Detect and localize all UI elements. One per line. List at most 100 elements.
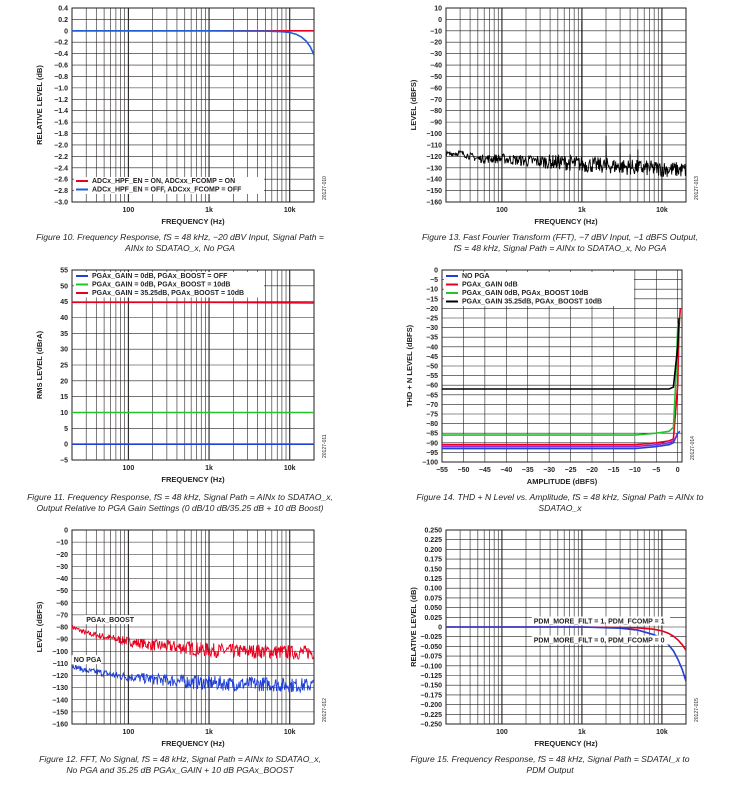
figure-12-caption-line2: No PGA and 35.25 dB PGAx_GAIN + 10 dB PG… bbox=[66, 765, 294, 775]
fig15-y-tick-label: −0.175 bbox=[420, 692, 442, 699]
fig15-y-tick-label: −0.200 bbox=[420, 702, 442, 709]
fig15-y-tick-label: −0.250 bbox=[420, 722, 442, 729]
fig11-x-tick-label: 10k bbox=[284, 465, 296, 472]
fig12-y-tick-label: −160 bbox=[52, 722, 68, 729]
fig15-y-tick-label: 0.075 bbox=[424, 595, 442, 602]
fig10-y-tick-label: −3.0 bbox=[54, 200, 68, 207]
fig14-x-tick-label: −50 bbox=[457, 467, 469, 474]
fig12-annotation-text: PGAx_BOOST bbox=[86, 617, 135, 624]
fig14-x-tick-label: −35 bbox=[522, 467, 534, 474]
fig11-y-tick-label: 20 bbox=[60, 378, 68, 385]
fig13-plot-area bbox=[445, 7, 687, 203]
fig12-series-0-line bbox=[72, 625, 314, 660]
fig10-y-tick-label: −2.0 bbox=[54, 142, 68, 149]
fig10-y-tick-label: −0.8 bbox=[54, 74, 68, 81]
fig10-legend-label: ADCx_HPF_EN = OFF, ADCxx_FCOMP = OFF bbox=[92, 187, 242, 194]
figure-11-caption-line2: Output Relative to PGA Gain Settings (0 … bbox=[36, 503, 324, 513]
fig14-figure-code: 20127-014 bbox=[690, 436, 696, 460]
fig13-y-tick-label: 0 bbox=[438, 17, 442, 24]
fig12-y-tick-label: −10 bbox=[56, 540, 68, 547]
fig10-y-tick-label: −0.2 bbox=[54, 40, 68, 47]
fig13-y-tick-label: −70 bbox=[430, 97, 442, 104]
fig10-y-tick-label: 0.2 bbox=[58, 17, 68, 24]
fig14-y-tick-label: −55 bbox=[426, 373, 438, 380]
fig12-y-tick-label: −60 bbox=[56, 600, 68, 607]
fig12-annotation-bg bbox=[71, 655, 101, 665]
figure-11-caption: Figure 11. Frequency Response, fS = 48 k… bbox=[10, 492, 350, 514]
fig14-x-tick-label: −40 bbox=[500, 467, 512, 474]
fig14-legend-bg bbox=[444, 289, 634, 298]
fig14-x-tick-label: −15 bbox=[607, 467, 619, 474]
fig14-y-tick-label: −90 bbox=[426, 440, 438, 447]
fig10-y-tick-label: −0.6 bbox=[54, 63, 68, 70]
fig14-legend-bg bbox=[444, 297, 634, 306]
fig13-y-tick-label: −20 bbox=[430, 40, 442, 47]
fig12-x-tick-label: 1k bbox=[205, 729, 213, 736]
fig15-y-tick-label: 0.050 bbox=[424, 605, 442, 612]
fig10-y-tick-label: −1.6 bbox=[54, 120, 68, 127]
fig15-figure-code: 20127-015 bbox=[694, 698, 700, 722]
fig11-y-tick-label: 55 bbox=[60, 268, 68, 275]
fig15-annotation-bg bbox=[531, 635, 671, 645]
fig13-x-tick-label: 1k bbox=[578, 207, 586, 214]
fig15-y-tick-label: 0.025 bbox=[424, 615, 442, 622]
fig11-legend-bg bbox=[74, 289, 264, 298]
fig13-x-axis-label: FREQUENCY (Hz) bbox=[534, 217, 598, 226]
fig14-y-tick-label: 0 bbox=[434, 268, 438, 275]
fig11-legend-bg bbox=[74, 272, 264, 281]
fig12-y-tick-label: −40 bbox=[56, 576, 68, 583]
fig12-x-tick-label: 100 bbox=[123, 729, 135, 736]
fig14-x-axis-label: AMPLITUDE (dBFS) bbox=[527, 477, 598, 486]
fig11-y-tick-label: −5 bbox=[60, 458, 68, 465]
fig12-y-tick-label: 0 bbox=[64, 528, 68, 535]
figure-10-chart: 0.4 0.2 0 −0.2 −0.4 −0.6 −0.8 −1.0 −1.2 −1.4 −1.6 −… bbox=[35, 6, 328, 227]
fig15-annotation-bg bbox=[531, 616, 671, 626]
fig11-y-tick-label: 50 bbox=[60, 283, 68, 290]
fig14-y-tick-label: −65 bbox=[426, 392, 438, 399]
fig14-series-1-line bbox=[442, 308, 682, 446]
figure-14-caption-line1: Figure 14. THD + N Level vs. Amplitude, … bbox=[416, 492, 704, 502]
fig12-y-tick-label: −70 bbox=[56, 612, 68, 619]
figure-14-panel: 0 −5 −10 −15 −20 −25 −30 −35 −40 −45 −50 −55 −60 −65−… bbox=[380, 262, 720, 490]
fig14-y-tick-label: −45 bbox=[426, 354, 438, 361]
figure-13-caption-line1: Figure 13. Fast Fourier Transform (FFT),… bbox=[422, 232, 698, 242]
fig15-x-axis-label: FREQUENCY (Hz) bbox=[534, 739, 598, 748]
fig13-x-tick-label: 10k bbox=[656, 207, 668, 214]
fig12-y-tick-label: −130 bbox=[52, 685, 68, 692]
fig15-y-tick-label: 0.200 bbox=[424, 547, 442, 554]
fig12-y-tick-label: −120 bbox=[52, 673, 68, 680]
fig13-y-tick-label: −120 bbox=[426, 154, 442, 161]
fig14-series-4-line bbox=[442, 434, 679, 448]
fig14-legend-label: PGAx_GAIN 35.25dB, PGAx_BOOST 10dB bbox=[462, 299, 602, 306]
fig12-y-axis-label: LEVEL (dBFS) bbox=[35, 601, 44, 652]
fig14-legend-bg bbox=[444, 280, 634, 289]
fig13-y-tick-label: −140 bbox=[426, 177, 442, 184]
fig14-y-tick-label: −35 bbox=[426, 335, 438, 342]
fig11-x-axis-label: FREQUENCY (Hz) bbox=[161, 475, 225, 484]
figure-15-caption-line2: PDM Output bbox=[526, 765, 574, 775]
fig14-legend-label: NO PGA bbox=[462, 273, 490, 280]
fig11-legend-label: PGAx_GAIN = 0dB, PGAx_BOOST = 10dB bbox=[92, 282, 231, 289]
fig12-y-tick-label: −140 bbox=[52, 697, 68, 704]
fig10-series-1-line bbox=[72, 30, 314, 56]
fig15-y-tick-label: −0.125 bbox=[420, 673, 442, 680]
fig10-y-tick-label: −2.8 bbox=[54, 188, 68, 195]
fig10-y-axis-label: RELATIVE LEVEL (dB) bbox=[35, 65, 44, 145]
fig12-figure-code: 20127-012 bbox=[322, 698, 328, 722]
fig11-y-tick-label: 40 bbox=[60, 315, 68, 322]
fig10-x-tick-label: 1k bbox=[205, 207, 213, 214]
figure-13-chart: 100−10−20−30−40−50−60−70−80−90−100−110−1… bbox=[409, 6, 700, 227]
fig11-y-axis-label: RMS LEVEL (dBrA) bbox=[35, 330, 44, 399]
fig15-annotation-text: PDM_MORE_FILT = 0, PDM_FCOMP = 0 bbox=[534, 638, 665, 645]
fig14-y-axis-label: THD + N LEVEL (dBFS) bbox=[405, 324, 414, 407]
fig11-legend-label: PGAx_GAIN = 0dB, PGAx_BOOST = OFF bbox=[92, 273, 228, 280]
fig14-x-tick-label: 0 bbox=[676, 467, 680, 474]
fig11-legend-label: PGAx_GAIN = 35.25dB, PGAx_BOOST = 10dB bbox=[92, 290, 244, 297]
fig13-y-axis-label: LEVEL (dBFS) bbox=[409, 79, 418, 130]
fig10-y-tick-label: −2.6 bbox=[54, 177, 68, 184]
figure-11-panel: 55 50 45 40 35 30 25 20 15 10 5 0 −5 100 1k 10k FREQUENC… bbox=[0, 262, 340, 490]
fig15-annotation-text: PDM_MORE_FILT = 1, PDM_FCOMP = 1 bbox=[534, 619, 665, 626]
fig15-y-tick-label: 0.250 bbox=[424, 528, 442, 535]
fig13-y-tick-label: −60 bbox=[430, 85, 442, 92]
